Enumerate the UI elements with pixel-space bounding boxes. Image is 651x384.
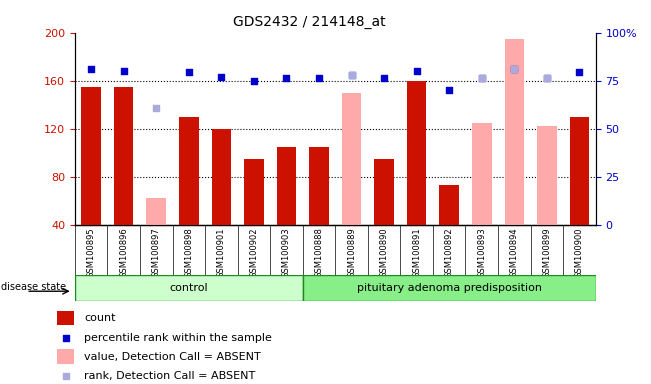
Title: GDS2432 / 214148_at: GDS2432 / 214148_at	[233, 15, 385, 29]
Text: GSM100889: GSM100889	[347, 227, 356, 278]
Bar	[309, 147, 329, 225]
Bar	[179, 117, 199, 225]
Point	[346, 71, 357, 78]
Bar	[505, 39, 524, 225]
Text: GSM100896: GSM100896	[119, 227, 128, 278]
Bar	[570, 117, 589, 225]
Text: GSM100902: GSM100902	[249, 227, 258, 278]
Bar	[277, 147, 296, 225]
Text: control: control	[169, 283, 208, 293]
Text: pituitary adenoma predisposition: pituitary adenoma predisposition	[357, 283, 542, 293]
Text: count: count	[84, 313, 116, 323]
Point	[477, 75, 487, 81]
Bar	[114, 87, 133, 225]
Point	[411, 68, 422, 74]
Bar	[537, 126, 557, 225]
Point	[216, 74, 227, 80]
Text: GSM100892: GSM100892	[445, 227, 454, 278]
Bar	[407, 81, 426, 225]
Text: GSM100898: GSM100898	[184, 227, 193, 278]
FancyBboxPatch shape	[75, 275, 303, 301]
Point	[118, 68, 129, 74]
Point	[61, 373, 71, 379]
Bar	[374, 159, 394, 225]
Point	[509, 66, 519, 72]
Text: GSM100901: GSM100901	[217, 227, 226, 278]
Bar	[57, 349, 74, 364]
Text: value, Detection Call = ABSENT: value, Detection Call = ABSENT	[84, 352, 261, 362]
Point	[151, 105, 161, 111]
Point	[249, 78, 259, 84]
Text: GSM100888: GSM100888	[314, 227, 324, 278]
Text: GSM100900: GSM100900	[575, 227, 584, 278]
Point	[61, 335, 71, 341]
Point	[314, 75, 324, 81]
Point	[346, 71, 357, 78]
Text: disease state: disease state	[1, 282, 66, 292]
Bar	[146, 198, 166, 225]
Point	[281, 75, 292, 81]
Text: GSM100897: GSM100897	[152, 227, 161, 278]
Text: GSM100903: GSM100903	[282, 227, 291, 278]
Point	[509, 66, 519, 72]
Text: GSM100890: GSM100890	[380, 227, 389, 278]
Text: GSM100894: GSM100894	[510, 227, 519, 278]
Bar	[244, 159, 264, 225]
Text: percentile rank within the sample: percentile rank within the sample	[84, 333, 272, 343]
Point	[86, 66, 96, 72]
Point	[574, 69, 585, 75]
Bar	[342, 93, 361, 225]
Text: rank, Detection Call = ABSENT: rank, Detection Call = ABSENT	[84, 371, 256, 381]
FancyBboxPatch shape	[303, 275, 596, 301]
Point	[444, 87, 454, 93]
Point	[379, 75, 389, 81]
Bar	[439, 185, 459, 225]
Point	[542, 75, 552, 81]
Point	[477, 75, 487, 81]
Point	[542, 75, 552, 81]
Point	[184, 69, 194, 75]
Text: GSM100891: GSM100891	[412, 227, 421, 278]
Bar	[81, 87, 101, 225]
Text: GSM100893: GSM100893	[477, 227, 486, 278]
Text: GSM100899: GSM100899	[542, 227, 551, 278]
Bar	[472, 122, 492, 225]
Bar	[212, 129, 231, 225]
Bar	[57, 311, 74, 325]
Text: GSM100895: GSM100895	[87, 227, 96, 278]
